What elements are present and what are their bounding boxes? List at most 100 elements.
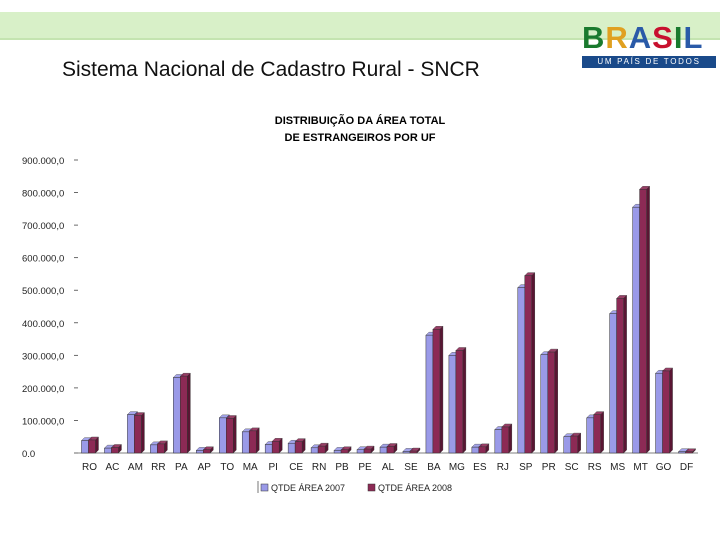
y-tick-label: 800.000,0 xyxy=(22,189,64,200)
bar-2008 xyxy=(294,441,303,454)
y-tick-label: 400.000,0 xyxy=(22,319,64,330)
bar-side xyxy=(233,415,237,454)
bar-2008 xyxy=(111,447,119,454)
x-tick-label: MT xyxy=(633,462,647,473)
bar-2008 xyxy=(386,446,395,454)
x-tick-label: ES xyxy=(473,462,487,473)
logo-strip xyxy=(582,56,716,68)
bar-side xyxy=(646,185,650,454)
bar-2007 xyxy=(310,447,319,454)
x-tick-label: RO xyxy=(82,462,97,473)
bar-2008 xyxy=(226,418,234,454)
x-tick-label: PR xyxy=(542,462,556,473)
x-tick-label: PI xyxy=(268,462,277,473)
bar-2007 xyxy=(196,450,204,454)
brasil-logo: BRASIL UM PAÍS DE TODOS xyxy=(582,22,716,68)
bar-2007 xyxy=(104,447,112,454)
y-tick-label: 200.000,0 xyxy=(22,384,64,395)
header-band-line xyxy=(0,38,720,40)
x-tick-label: PA xyxy=(175,462,188,473)
bar-2008 xyxy=(157,443,165,454)
legend-label: QTDE ÁREA 2008 xyxy=(378,483,452,493)
bar-2007 xyxy=(287,442,296,454)
x-tick-label: RR xyxy=(151,462,165,473)
x-tick-label: SC xyxy=(565,462,579,473)
bar-2007 xyxy=(448,355,457,454)
bar-chart: DISTRIBUIÇÃO DA ÁREA TOTAL DE ESTRANGEIRO… xyxy=(22,114,698,493)
x-tick-label: MS xyxy=(610,462,625,473)
x-tick-label: AL xyxy=(382,462,395,473)
bar-2008 xyxy=(203,449,211,454)
x-tick-label: AC xyxy=(105,462,119,473)
x-tick-label: GO xyxy=(656,462,672,473)
bar-2007 xyxy=(632,206,640,454)
x-tick-label: PE xyxy=(358,462,372,473)
x-tick-label: RS xyxy=(588,462,602,473)
logo-letter: B xyxy=(582,20,606,55)
logo-letter: R xyxy=(605,20,629,55)
bar-2007 xyxy=(425,334,434,454)
bar-side xyxy=(187,372,191,454)
bar-side xyxy=(256,427,260,454)
bar-2007 xyxy=(379,446,388,454)
bar-2007 xyxy=(219,417,227,454)
bar-2007 xyxy=(333,450,342,454)
bar-2007 xyxy=(494,429,503,454)
bar-2007 xyxy=(173,377,181,454)
bar-2008 xyxy=(340,449,349,454)
bar-2008 xyxy=(662,370,670,454)
x-tick-label: RJ xyxy=(497,462,509,473)
slide-title: Sistema Nacional de Cadastro Rural - SNC… xyxy=(62,58,480,81)
bar-side xyxy=(508,423,513,454)
bar-2007 xyxy=(563,436,571,454)
bar-2008 xyxy=(363,448,372,454)
header-band xyxy=(0,12,720,38)
logo-letter: L xyxy=(683,20,704,55)
bar-side xyxy=(439,325,444,454)
bar-2008 xyxy=(455,350,464,454)
bar-2007 xyxy=(241,431,250,454)
chart-frame: DISTRIBUIÇÃO DA ÁREA TOTAL DE ESTRANGEIRO… xyxy=(8,100,712,505)
bar-2008 xyxy=(88,439,96,454)
bar-2008 xyxy=(524,275,533,454)
bar-2007 xyxy=(150,444,158,454)
bar-2008 xyxy=(271,441,280,454)
x-tick-label: AP xyxy=(198,462,212,473)
x-tick-label: MG xyxy=(449,462,465,473)
bar-2008 xyxy=(616,298,624,454)
bar-side xyxy=(577,432,581,454)
bar-2008 xyxy=(432,329,441,454)
bar-2007 xyxy=(517,287,526,454)
x-tick-label: SP xyxy=(519,462,533,473)
y-tick-label: 100.000,0 xyxy=(22,416,64,427)
bar-2007 xyxy=(81,440,89,454)
bar-2007 xyxy=(264,444,273,454)
bar-2008 xyxy=(180,375,188,454)
x-tick-label: RN xyxy=(312,462,326,473)
y-tick-label: 600.000,0 xyxy=(22,254,64,265)
logo-letter: I xyxy=(673,20,684,55)
bar-2008 xyxy=(547,351,555,454)
bar-side xyxy=(554,348,558,454)
chart-title-line: DISTRIBUIÇÃO DA ÁREA TOTAL xyxy=(275,114,446,127)
y-tick-label: 0.0 xyxy=(22,449,35,460)
x-tick-label: DF xyxy=(680,462,693,473)
x-tick-label: MA xyxy=(243,462,258,473)
bar-2008 xyxy=(134,415,142,454)
chart-title-line: DE ESTRANGEIROS POR UF xyxy=(285,132,436,144)
legend-swatch xyxy=(367,483,376,492)
x-tick-label: AM xyxy=(128,462,143,473)
x-tick-label: CE xyxy=(289,462,303,473)
bar-2008 xyxy=(317,445,326,454)
y-tick-label: 300.000,0 xyxy=(22,351,64,362)
logo-letter: A xyxy=(628,20,653,55)
bar-2007 xyxy=(678,451,686,454)
bar-2008 xyxy=(639,189,647,454)
bar-side xyxy=(669,367,673,454)
bar-2007 xyxy=(655,372,663,454)
bar-side xyxy=(462,346,467,454)
bar-side xyxy=(623,294,627,454)
y-tick-label: 700.000,0 xyxy=(22,221,64,232)
bar-2008 xyxy=(248,430,257,454)
y-tick-label: 900.000,0 xyxy=(22,156,64,167)
